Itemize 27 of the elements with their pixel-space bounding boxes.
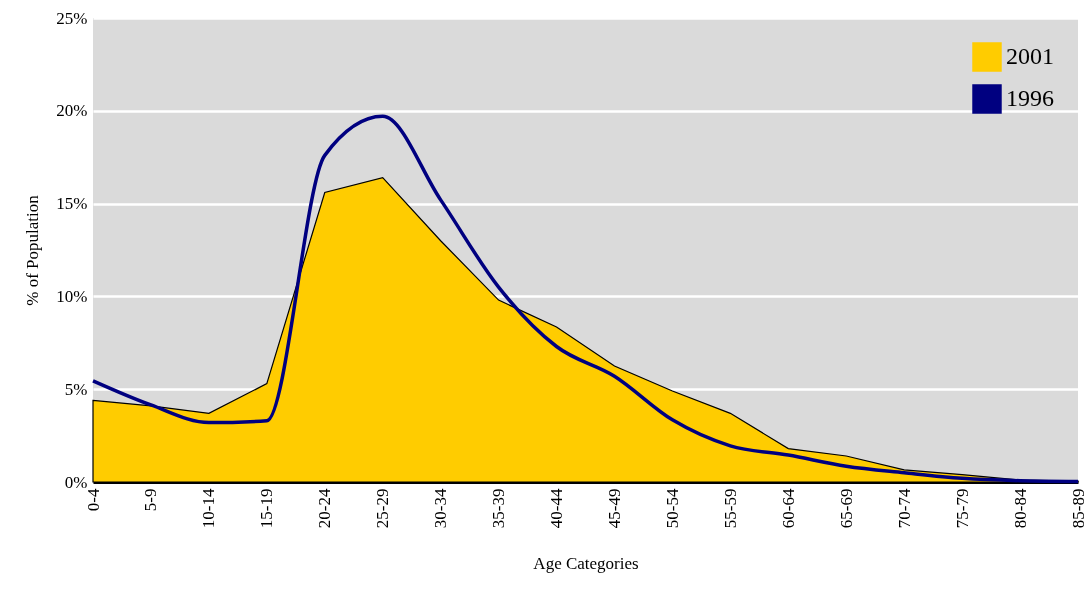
x-tick-label: 50-54	[662, 488, 682, 529]
legend-label: 1996	[1006, 85, 1054, 111]
legend-label: 2001	[1006, 43, 1054, 69]
x-tick-label: 5-9	[141, 488, 161, 512]
y-tick-label: 5%	[64, 379, 88, 399]
x-tick-label: 55-59	[720, 488, 740, 529]
x-tick-label: 75-79	[952, 488, 972, 529]
x-tick-label: 65-69	[836, 488, 856, 529]
x-tick-label: 85-89	[1068, 488, 1088, 529]
x-tick-label: 70-74	[894, 488, 914, 529]
x-tick-label: 35-39	[489, 488, 509, 529]
line-series	[91, 114, 1080, 484]
y-axis-title: % of Population	[23, 194, 43, 306]
y-tick-label: 10%	[56, 286, 88, 306]
y-tick-label: 20%	[56, 101, 88, 121]
x-tick-label: 10-14	[199, 488, 219, 529]
x-tick-label: 45-49	[604, 488, 624, 529]
x-tick-label: 80-84	[1010, 488, 1030, 529]
x-tick-label: 30-34	[431, 488, 451, 529]
x-tick-label: 60-64	[778, 488, 798, 529]
y-tick-label: 25%	[56, 8, 88, 28]
x-axis-title: Age Categories	[533, 554, 639, 574]
x-tick-label: 25-29	[373, 488, 393, 529]
x-tick-label: 20-24	[315, 488, 335, 529]
x-tick-label: 40-44	[547, 488, 567, 529]
x-tick-label: 15-19	[257, 488, 277, 529]
y-tick-label: 15%	[56, 194, 88, 214]
